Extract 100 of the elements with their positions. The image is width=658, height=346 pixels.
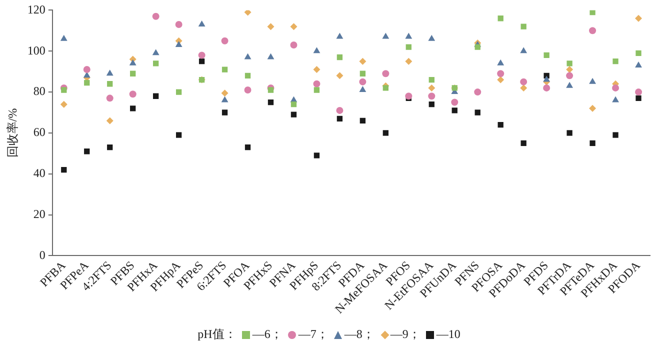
point — [106, 70, 114, 76]
point — [336, 72, 344, 80]
point — [566, 72, 574, 80]
point — [360, 70, 366, 76]
point — [566, 66, 574, 74]
point — [428, 92, 436, 100]
point — [636, 95, 642, 102]
y-tick-label: 80 — [33, 84, 46, 98]
point — [84, 148, 90, 154]
point — [153, 60, 159, 66]
point — [61, 166, 67, 173]
point — [106, 94, 114, 102]
point — [152, 12, 160, 20]
point — [175, 40, 182, 47]
legend-label: —8； — [344, 327, 374, 341]
point — [520, 78, 528, 86]
point — [313, 47, 320, 54]
point — [612, 58, 618, 64]
point — [359, 78, 366, 86]
point — [130, 106, 136, 112]
point — [520, 47, 528, 54]
point — [313, 66, 320, 74]
point — [130, 70, 136, 76]
point — [106, 117, 114, 124]
y-tick-label: 0 — [39, 248, 46, 262]
point — [589, 104, 596, 112]
point — [290, 23, 298, 30]
point — [244, 10, 252, 16]
point — [589, 27, 596, 34]
point — [268, 87, 274, 93]
point — [359, 58, 366, 65]
point — [474, 110, 480, 116]
point — [222, 66, 228, 72]
y-tick-label: 100 — [27, 43, 46, 58]
point — [60, 34, 68, 41]
point — [290, 41, 298, 48]
point — [498, 122, 504, 128]
point — [83, 72, 90, 78]
point — [498, 16, 504, 22]
point — [382, 85, 389, 91]
point — [520, 84, 528, 92]
point — [474, 44, 480, 50]
point — [198, 58, 205, 64]
point — [267, 53, 274, 60]
legend-label: —7； — [298, 327, 328, 341]
point — [314, 152, 320, 158]
point — [452, 108, 458, 114]
point — [520, 24, 526, 30]
point — [290, 101, 297, 108]
point — [268, 99, 274, 106]
point — [497, 76, 504, 84]
point — [590, 140, 596, 146]
legend-label: —9； — [390, 327, 420, 341]
point — [612, 132, 618, 138]
point — [107, 81, 113, 87]
point — [589, 78, 596, 84]
point — [222, 110, 228, 116]
point — [382, 70, 390, 78]
point — [405, 32, 412, 39]
point — [267, 23, 274, 30]
y-tick-label: 120 — [27, 2, 46, 16]
point — [635, 88, 642, 96]
point — [175, 21, 182, 28]
point — [244, 144, 251, 150]
point — [566, 60, 572, 66]
point — [129, 90, 136, 98]
point — [84, 80, 90, 86]
y-tick-label: 20 — [33, 206, 46, 221]
point — [590, 10, 596, 16]
point — [336, 54, 343, 60]
point — [612, 84, 620, 92]
point — [198, 52, 206, 59]
point — [428, 34, 436, 41]
point — [566, 130, 572, 136]
point — [520, 140, 526, 146]
point — [382, 32, 390, 39]
point — [612, 96, 619, 102]
point — [129, 59, 136, 66]
point — [474, 88, 482, 96]
y-tick-label: 40 — [33, 166, 46, 180]
point — [406, 44, 412, 50]
point — [543, 76, 550, 82]
point — [221, 37, 228, 44]
point — [336, 116, 343, 122]
point — [221, 96, 228, 102]
point — [544, 52, 550, 58]
point — [176, 89, 182, 95]
point — [405, 58, 412, 65]
point — [198, 20, 206, 27]
point — [221, 90, 228, 97]
point — [83, 66, 90, 74]
point — [336, 32, 344, 39]
point — [428, 101, 434, 108]
point — [244, 86, 252, 94]
legend-label: —10 — [436, 327, 460, 341]
legend-label: —6； — [252, 327, 282, 341]
point — [428, 76, 434, 83]
y-tick-label: 60 — [33, 125, 46, 140]
point — [635, 61, 642, 68]
y-axis-title: 回收率/% — [5, 108, 20, 158]
